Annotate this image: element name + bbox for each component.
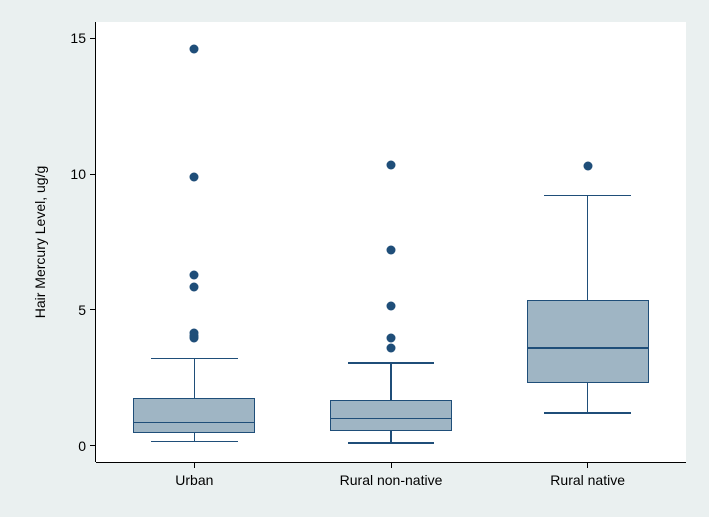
outlier-point — [387, 160, 396, 169]
whisker-cap-upper — [151, 358, 238, 359]
outlier-point — [583, 161, 592, 170]
x-tick-label: Rural native — [550, 472, 625, 488]
y-tick-label: 15 — [70, 30, 86, 46]
x-tick-label: Rural non-native — [340, 472, 443, 488]
y-tick-mark — [90, 445, 96, 446]
x-tick-mark — [391, 462, 392, 468]
whisker-cap-lower — [348, 442, 435, 443]
y-tick-label: 10 — [70, 166, 86, 182]
box-rural-non-native — [330, 400, 452, 431]
whisker-lower — [587, 383, 588, 413]
whisker-cap-lower — [151, 441, 238, 442]
outlier-point — [190, 45, 199, 54]
y-tick-mark — [90, 38, 96, 39]
x-tick-label: Urban — [175, 472, 213, 488]
x-tick-mark — [587, 462, 588, 468]
whisker-upper — [390, 363, 391, 400]
y-axis-label: Hair Mercury Level, ug/g — [32, 166, 48, 319]
outlier-point — [190, 172, 199, 181]
boxplot-figure: Hair Mercury Level, ug/g 0 5 10 15 Urban Rura… — [0, 0, 709, 517]
whisker-cap-upper — [544, 195, 631, 196]
x-tick-mark — [194, 462, 195, 468]
outlier-point — [190, 270, 199, 279]
y-axis-line — [95, 22, 96, 462]
median-line — [133, 422, 255, 423]
y-tick-label: 5 — [78, 302, 86, 318]
whisker-upper — [587, 196, 588, 301]
outlier-point — [387, 343, 396, 352]
median-line — [527, 347, 649, 348]
y-tick-mark — [90, 174, 96, 175]
y-tick-label: 0 — [78, 438, 86, 454]
whisker-lower — [390, 431, 391, 443]
median-line — [330, 418, 452, 419]
box-rural-native — [527, 300, 649, 383]
outlier-point — [190, 282, 199, 291]
outlier-point — [190, 328, 199, 337]
outlier-point — [387, 246, 396, 255]
whisker-cap-lower — [544, 412, 631, 413]
outlier-point — [387, 301, 396, 310]
whisker-cap-upper — [348, 362, 435, 363]
y-tick-mark — [90, 309, 96, 310]
outlier-point — [387, 334, 396, 343]
whisker-upper — [194, 359, 195, 398]
box-urban — [133, 398, 255, 433]
